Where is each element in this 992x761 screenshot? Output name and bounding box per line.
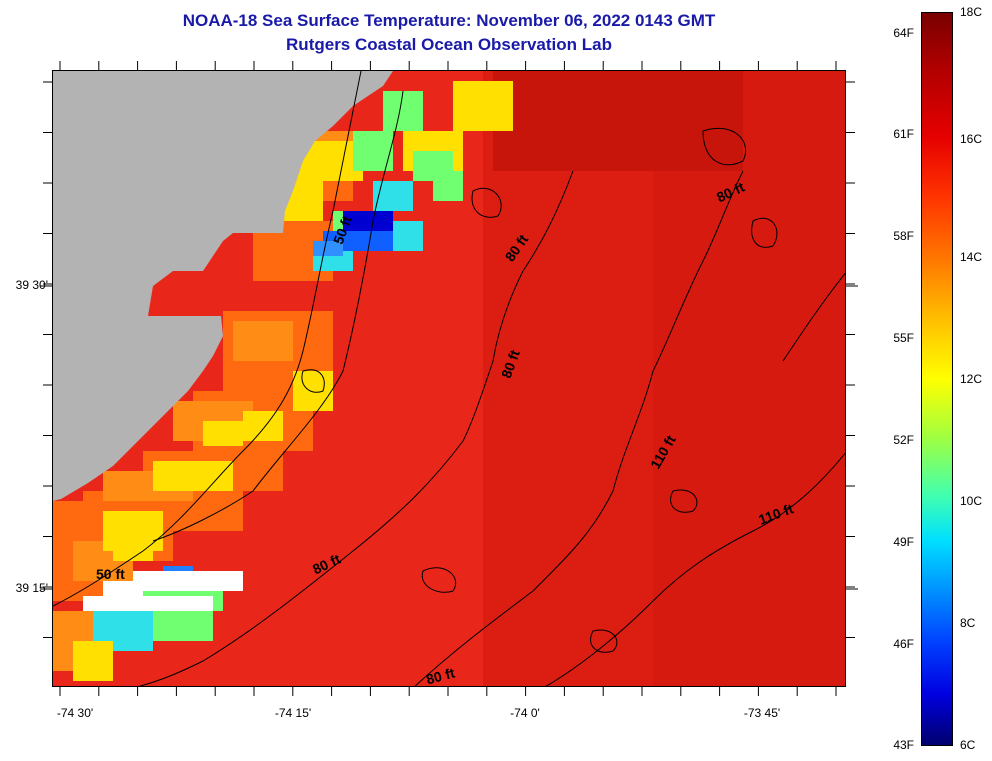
lat-label-39-30: 39 30' [15,278,48,292]
colorbar-label-celsius: 18C [960,5,983,19]
colorbar-label-celsius: 16C [960,132,983,146]
colorbar-label-celsius: 10C [960,494,983,508]
colorbar-label-fahrenheit: 61F [893,127,914,141]
contour-label: 50 ft [96,566,125,582]
colorbar-label-fahrenheit: 58F [893,229,914,243]
colorbar-label-celsius: 12C [960,372,983,386]
depth-contours [53,71,845,686]
map-title: NOAA-18 Sea Surface Temperature: Novembe… [182,11,716,30]
temperature-colorbar [921,12,953,746]
colorbar-label-fahrenheit: 49F [893,535,914,549]
colorbar-label-fahrenheit: 46F [893,637,914,651]
lat-label-39-15: 39 15' [15,581,48,595]
lon-label-74-30: -74 30' [56,706,94,720]
lon-label-73-45: -73 45' [743,706,781,720]
lon-label-74-15: -74 15' [274,706,312,720]
colorbar-label-celsius: 14C [960,250,983,264]
colorbar-label-fahrenheit: 52F [893,433,914,447]
land-mass [53,71,393,501]
sst-map [52,70,846,687]
colorbar-label-celsius: 8C [960,616,976,630]
colorbar-label-fahrenheit: 64F [893,26,914,40]
lon-label-74-0: -74 0' [510,706,540,720]
colorbar-label-celsius: 6C [960,738,976,752]
temperature-patches [53,71,845,686]
colorbar-label-fahrenheit: 55F [893,331,914,345]
map-subtitle: Rutgers Coastal Ocean Observation Lab [286,35,612,54]
colorbar-label-fahrenheit: 43F [893,738,914,752]
